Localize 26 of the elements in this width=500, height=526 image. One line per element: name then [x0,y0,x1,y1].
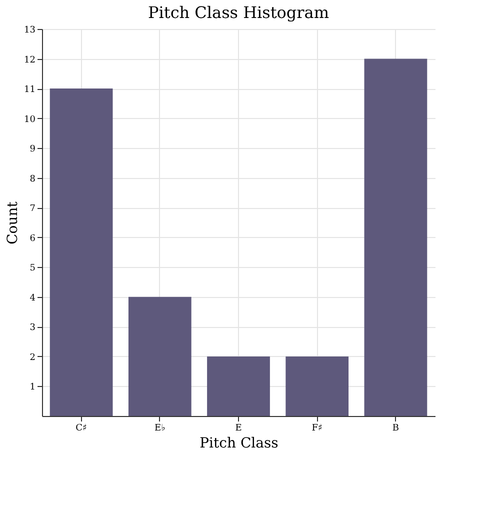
y-tick-label: 4 [30,293,36,304]
y-tick-label: 6 [30,234,36,244]
bar [207,356,270,416]
y-axis-title: Count [5,201,22,244]
y-tick-label: 12 [24,55,36,66]
y-tick-label: 1 [30,382,36,393]
x-tick-label: F♯ [312,424,322,434]
y-tick-label: 8 [30,174,36,184]
bar [286,356,349,416]
y-tick-label: 10 [24,114,36,125]
x-tick-label: E♭ [154,424,166,434]
y-tick-label: 9 [30,144,36,155]
y-tick-label: 11 [24,85,36,96]
bar [128,296,192,416]
x-axis-title: Pitch Class [200,436,278,452]
x-tick-label: E [235,424,242,434]
y-tick-label: 7 [30,204,36,214]
y-tick-label: 5 [30,264,36,274]
bar [364,58,428,416]
chart-title: Pitch Class Histogram [148,3,330,22]
bar [50,88,113,416]
y-tick-label: 13 [24,26,36,36]
x-tick-label: B [392,424,400,434]
x-tick-label: C♯ [76,424,87,434]
y-tick-label: 3 [30,323,36,334]
y-tick-label: 2 [30,352,36,363]
